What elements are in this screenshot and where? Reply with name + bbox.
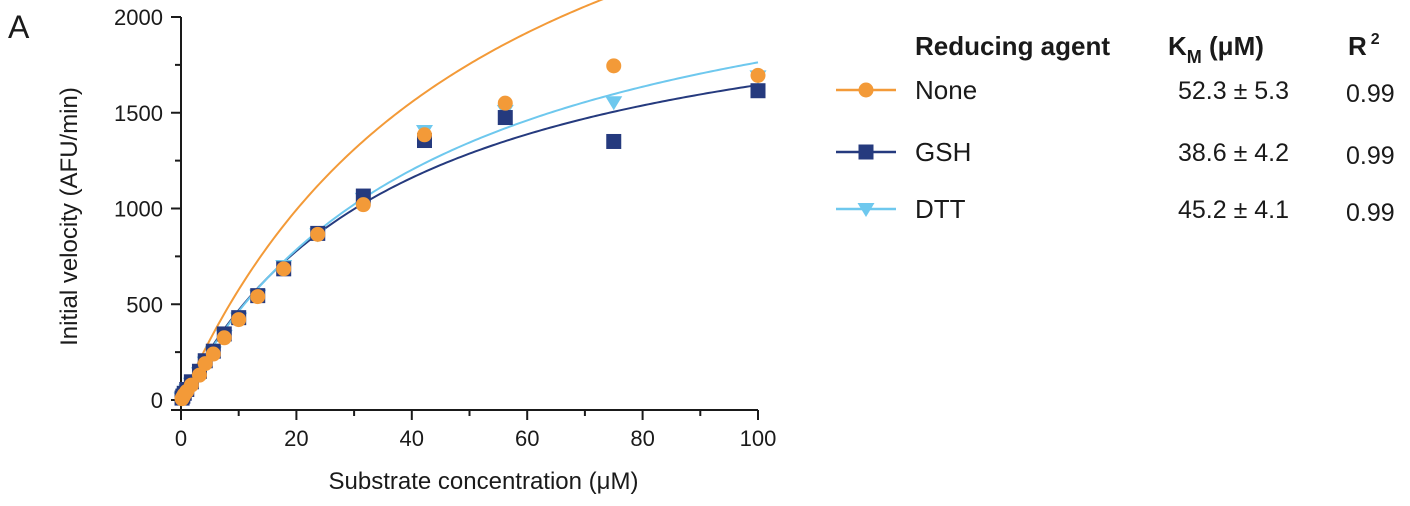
km-subscript: M	[1187, 47, 1202, 67]
data-point-none	[216, 330, 232, 346]
x-tick-label: 100	[740, 426, 777, 451]
x-tick-label: 0	[175, 426, 187, 451]
x-tick-label: 40	[400, 426, 424, 451]
legend-km-value: 45.2 ± 4.1	[1178, 196, 1289, 224]
legend-series-name: DTT	[915, 194, 966, 224]
x-tick-label: 60	[515, 426, 539, 451]
data-point-none	[310, 226, 326, 242]
data-point-none	[191, 367, 207, 383]
legend-row-none: None 52.3 ± 5.3 0.99	[836, 75, 1395, 108]
data-points	[173, 58, 767, 407]
fit-curves	[180, 0, 759, 401]
data-point-none	[205, 346, 221, 362]
data-point-none	[231, 312, 247, 328]
data-point-none	[355, 197, 371, 213]
legend-row-dtt: DTT 45.2 ± 4.1 0.99	[836, 194, 1395, 227]
data-point-gsh	[497, 110, 513, 126]
legend-marker	[857, 203, 875, 217]
legend-r2-value: 0.99	[1346, 80, 1395, 108]
data-point-gsh	[750, 83, 766, 99]
legend-r2-value: 0.99	[1346, 142, 1395, 170]
legend-r2-value: 0.99	[1346, 199, 1395, 227]
legend-marker	[858, 82, 874, 98]
legend-series-name: None	[915, 75, 977, 105]
fit-curve-dtt	[180, 61, 759, 401]
legend-km-value: 38.6 ± 4.2	[1178, 139, 1289, 167]
data-point-none	[250, 289, 266, 305]
data-point-gsh	[606, 133, 622, 149]
km-symbol: K	[1168, 31, 1187, 61]
y-axis-title: Initial velocity (AFU/min)	[56, 87, 83, 346]
legend-km-value: 52.3 ± 5.3	[1178, 77, 1289, 105]
data-point-none	[497, 95, 513, 111]
data-point-none	[276, 261, 292, 277]
y-tick-label: 1000	[114, 197, 163, 222]
r2-superscript: 2	[1371, 31, 1380, 48]
legend-header-name: Reducing agent	[915, 31, 1110, 61]
y-tick-label: 1500	[114, 101, 163, 126]
legend-row-gsh: GSH 38.6 ± 4.2 0.99	[836, 137, 1395, 170]
legend-series-name: GSH	[915, 137, 971, 167]
data-point-none	[606, 58, 622, 74]
data-point-none	[750, 67, 766, 83]
panel-label: A	[8, 9, 30, 45]
x-tick-label: 80	[630, 426, 654, 451]
fit-curve-none	[180, 0, 604, 401]
data-point-none	[183, 377, 199, 393]
y-tick-label: 500	[126, 292, 163, 317]
r2-symbol: R	[1348, 31, 1367, 61]
plot-axes: 0 500 1000 1500 2000 0 20 40 60 80 100	[114, 5, 776, 451]
fit-curve-gsh	[180, 83, 759, 401]
legend-marker	[858, 144, 874, 160]
x-axis-title: Substrate concentration (μM)	[329, 468, 639, 495]
data-point-none	[416, 127, 432, 143]
legend-header-km: KM (μM)	[1168, 31, 1264, 67]
y-tick-label: 2000	[114, 5, 163, 30]
x-tick-label: 20	[284, 426, 308, 451]
y-tick-label: 0	[151, 388, 163, 413]
km-unit: (μM)	[1202, 31, 1264, 61]
data-point-dtt	[605, 96, 623, 111]
